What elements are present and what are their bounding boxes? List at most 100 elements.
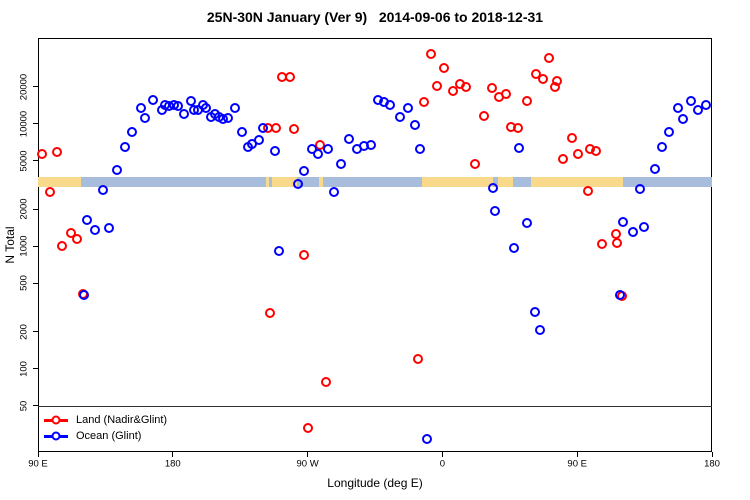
data-point-land — [537, 74, 548, 85]
x-tick-mark — [441, 452, 443, 457]
land-series-symbol — [44, 414, 68, 426]
plot-area — [38, 38, 712, 452]
x-tick-label: 180 — [164, 458, 181, 470]
y-tick-mark — [33, 245, 38, 247]
y-tick-mark — [33, 405, 38, 407]
data-point-land — [596, 239, 607, 250]
data-point-ocean — [119, 141, 130, 152]
data-point-land — [56, 241, 67, 252]
data-point-ocean — [692, 104, 703, 115]
y-tick-label: 2000 — [18, 198, 30, 220]
data-point-ocean — [394, 111, 405, 122]
legend-item-ocean: Ocean (Glint) — [44, 428, 167, 444]
map-strip-land — [271, 177, 298, 187]
data-point-land — [486, 83, 497, 94]
data-point-land — [36, 148, 47, 159]
y-tick-label: 200 — [18, 323, 30, 340]
y-tick-label: 1000 — [18, 235, 30, 257]
data-point-ocean — [185, 95, 196, 106]
y-tick-mark — [33, 123, 38, 125]
data-point-ocean — [223, 112, 234, 123]
data-point-land — [551, 76, 562, 87]
data-point-ocean — [650, 163, 661, 174]
data-point-land — [426, 49, 437, 60]
open-circle-icon — [51, 415, 61, 425]
data-point-land — [412, 354, 423, 365]
data-point-land — [461, 82, 472, 93]
data-point-ocean — [509, 243, 520, 254]
x-tick-mark — [172, 452, 174, 457]
data-point-ocean — [635, 183, 646, 194]
data-point-ocean — [534, 324, 545, 335]
data-point-ocean — [488, 182, 499, 193]
map-strip-land — [422, 177, 494, 187]
data-point-land — [543, 53, 554, 64]
data-point-ocean — [673, 103, 684, 114]
x-tick-mark — [37, 452, 39, 457]
reference-line — [38, 405, 712, 407]
data-point-ocean — [522, 217, 533, 228]
data-point-ocean — [664, 126, 675, 137]
map-strip-land — [265, 177, 270, 187]
data-point-land — [611, 238, 622, 249]
data-point-ocean — [384, 99, 395, 110]
map-strip-ocean — [38, 177, 712, 187]
data-point-land — [271, 122, 282, 133]
data-point-ocean — [292, 178, 303, 189]
x-tick-label: 90 E — [567, 458, 587, 470]
x-tick-label: 90 W — [296, 458, 319, 470]
data-point-land — [557, 153, 568, 164]
data-point-ocean — [81, 215, 92, 226]
map-strip-land — [497, 177, 513, 187]
data-point-ocean — [701, 100, 711, 111]
data-point-land — [572, 148, 583, 159]
data-point-ocean — [402, 103, 413, 114]
x-tick-label: 90 E — [28, 458, 48, 470]
data-point-ocean — [343, 133, 354, 144]
data-point-ocean — [136, 102, 147, 113]
data-point-ocean — [307, 143, 318, 154]
data-point-ocean — [421, 433, 432, 444]
data-point-ocean — [328, 186, 339, 197]
data-point-ocean — [269, 145, 280, 156]
map-strip-land — [530, 177, 623, 187]
open-circle-icon — [51, 431, 61, 441]
data-point-land — [289, 123, 300, 134]
x-tick-mark — [711, 452, 713, 457]
data-point-land — [583, 185, 594, 196]
chart-title: 25N-30N January (Ver 9) 2014-09-06 to 20… — [206, 9, 544, 25]
data-point-ocean — [200, 102, 211, 113]
data-point-land — [298, 250, 309, 261]
data-point-land — [470, 158, 481, 169]
data-point-ocean — [414, 143, 425, 154]
data-point-land — [590, 145, 601, 156]
data-point-ocean — [179, 109, 190, 120]
data-point-land — [303, 422, 314, 433]
data-point-ocean — [127, 126, 138, 137]
y-tick-mark — [33, 368, 38, 370]
data-point-ocean — [366, 139, 377, 150]
data-point-ocean — [236, 126, 247, 137]
data-point-land — [419, 96, 430, 107]
x-axis-title: Longitude (deg E) — [327, 476, 423, 490]
data-point-ocean — [298, 165, 309, 176]
data-point-ocean — [98, 184, 109, 195]
data-point-land — [285, 72, 296, 83]
data-point-land — [438, 63, 449, 74]
data-point-ocean — [614, 289, 625, 300]
data-point-land — [51, 146, 62, 157]
data-point-land — [501, 88, 512, 99]
data-point-ocean — [140, 112, 151, 123]
data-point-ocean — [686, 95, 697, 106]
data-point-land — [265, 308, 276, 319]
data-point-ocean — [336, 158, 347, 169]
legend-label-land: Land (Nadir&Glint) — [76, 414, 168, 426]
data-point-land — [479, 110, 490, 121]
x-tick-label: 0 — [439, 458, 446, 470]
data-point-ocean — [78, 289, 89, 300]
data-point-ocean — [104, 223, 115, 234]
data-point-land — [44, 186, 55, 197]
data-point-land — [321, 377, 332, 388]
data-point-land — [513, 122, 524, 133]
y-tick-label: 500 — [18, 275, 30, 292]
